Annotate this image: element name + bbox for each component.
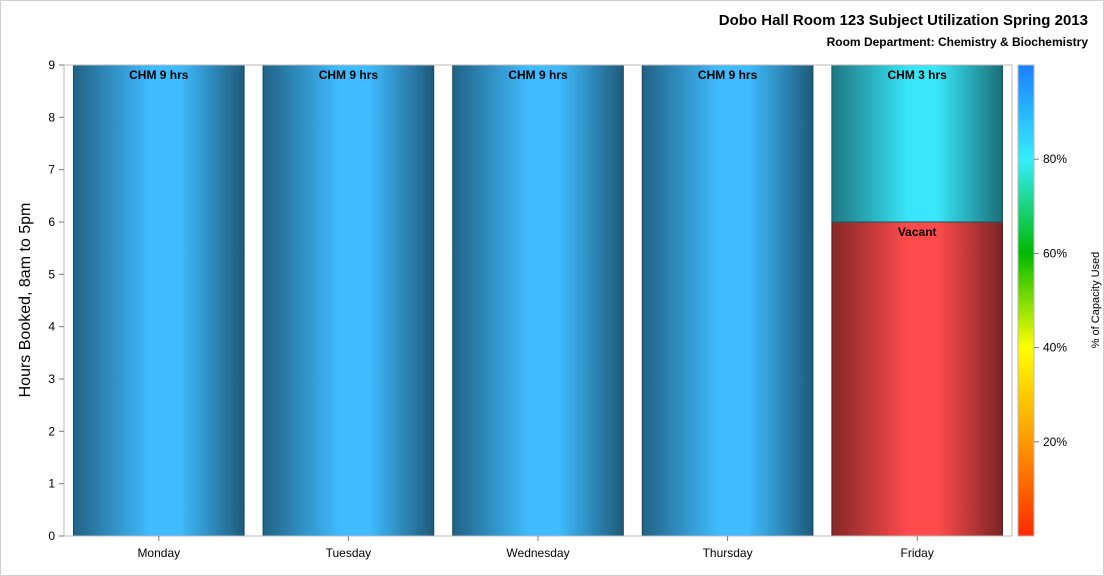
bar-data-label: Vacant [898, 225, 937, 239]
x-tick-label-tuesday: Tuesday [326, 546, 372, 560]
colorbar-label: % of Capacity Used [1090, 252, 1102, 349]
y-tick-label: 0 [48, 529, 55, 543]
y-tick-label: 8 [48, 110, 55, 124]
bar-segment-monday-0 [72, 64, 245, 537]
y-tick-label: 7 [48, 163, 55, 177]
colorbar-tick-label: 20% [1043, 435, 1067, 449]
colorbar-tick-label: 60% [1043, 246, 1067, 260]
x-tick-label-wednesday: Wednesday [506, 546, 569, 560]
bar-data-label: CHM 9 hrs [508, 68, 568, 82]
bar-segment-friday-0 [831, 221, 1004, 537]
y-tick-label: 3 [48, 372, 55, 386]
bar-segment-thursday-0 [641, 64, 814, 537]
chart-subtitle: Room Department: Chemistry & Biochemistr… [826, 35, 1088, 49]
colorbar [1017, 64, 1035, 537]
y-tick-label: 6 [48, 215, 55, 229]
bar-data-label: CHM 9 hrs [698, 68, 758, 82]
colorbar-tick-label: 40% [1043, 341, 1067, 355]
bar-data-label: CHM 9 hrs [129, 68, 189, 82]
bar-segment-friday-1 [831, 64, 1004, 223]
y-tick-label: 1 [48, 477, 55, 491]
bar-data-label: CHM 3 hrs [888, 68, 948, 82]
bar-segment-wednesday-0 [452, 64, 624, 537]
y-tick-label: 9 [48, 58, 55, 72]
bar-data-label: CHM 9 hrs [319, 68, 379, 82]
colorbar-tick-label: 80% [1043, 152, 1067, 166]
x-tick-label-friday: Friday [901, 546, 934, 560]
y-tick-label: 2 [48, 424, 55, 438]
chart-title: Dobo Hall Room 123 Subject Utilization S… [718, 12, 1088, 29]
bar-segment-tuesday-0 [262, 64, 435, 537]
y-tick-label: 4 [48, 320, 55, 334]
x-tick-label-thursday: Thursday [703, 546, 753, 560]
y-axis-label: Hours Booked, 8am to 5pm [17, 203, 34, 398]
x-tick-label-monday: Monday [137, 546, 180, 560]
y-tick-label: 5 [48, 267, 55, 281]
